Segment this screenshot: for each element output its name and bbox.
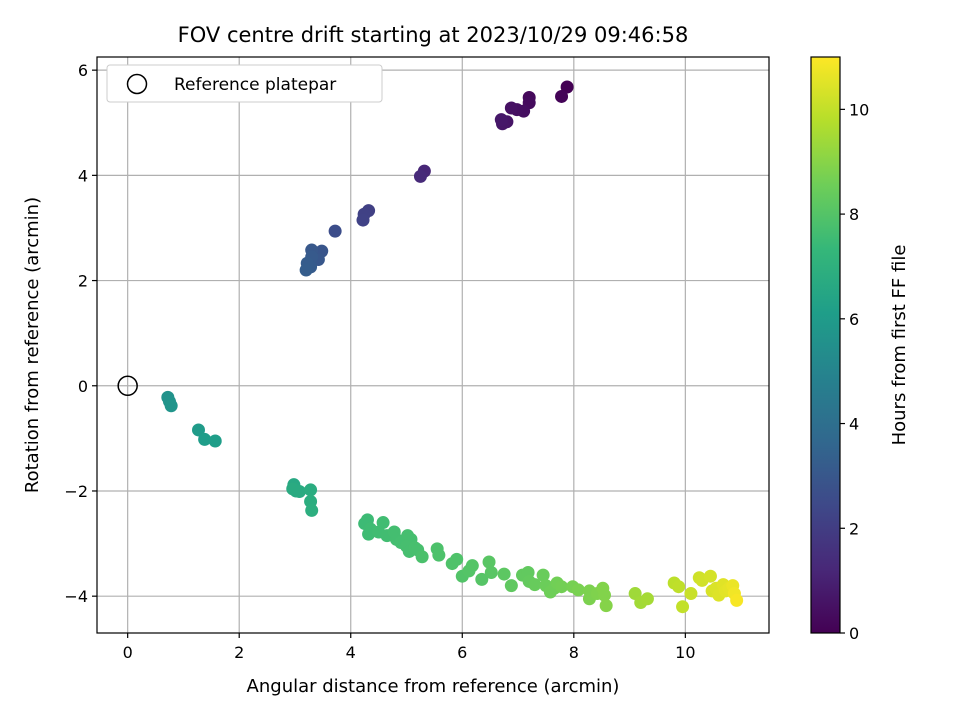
colorbar (810, 56, 841, 634)
data-point (672, 580, 686, 594)
colorbar-tick-label: 0 (849, 624, 859, 643)
data-point (571, 583, 585, 597)
data-point (450, 552, 464, 566)
data-point (676, 600, 690, 614)
colorbar-label: Hours from first FF file (889, 245, 910, 446)
data-point (432, 548, 446, 562)
data-point (482, 555, 496, 569)
data-point (305, 503, 319, 517)
legend-box (106, 64, 383, 103)
data-point (292, 484, 306, 498)
data-point (640, 592, 654, 606)
y-tick-label: 6 (78, 61, 88, 80)
data-point (362, 527, 376, 541)
data-point (730, 593, 744, 607)
colorbar-tick-label: 10 (849, 100, 869, 119)
data-point (703, 569, 717, 583)
data-point (504, 579, 518, 593)
colorbar-ticks: 0 2 4 6 8 10 (840, 100, 869, 643)
data-points (161, 80, 744, 614)
data-point (536, 568, 550, 582)
data-point (413, 169, 427, 183)
reference-marker (117, 375, 138, 397)
colorbar-tick-label: 6 (849, 310, 859, 329)
data-point (555, 89, 569, 103)
y-axis-label: Rotation from reference (arcmin) (22, 197, 43, 493)
legend: Reference platepar (106, 64, 383, 103)
data-point (597, 588, 611, 602)
y-tick-label: 4 (78, 166, 88, 185)
data-point (560, 80, 574, 94)
data-point (599, 599, 613, 613)
data-point (484, 566, 498, 580)
x-axis-ticks: 0 2 4 6 8 10 (123, 633, 696, 662)
y-tick-label: 0 (78, 377, 88, 396)
y-tick-label: 2 (78, 272, 88, 291)
data-point (299, 263, 313, 277)
data-point (465, 559, 479, 573)
plot-frame (96, 56, 770, 634)
legend-marker (126, 73, 148, 95)
x-tick-label: 0 (123, 643, 133, 662)
y-tick-label: −4 (64, 587, 88, 606)
colorbar-tick-label: 2 (849, 519, 859, 538)
data-point (555, 580, 569, 594)
data-point (198, 432, 212, 446)
colorbar-tick-label: 4 (849, 415, 859, 434)
x-axis-label: Angular distance from reference (arcmin) (247, 676, 620, 697)
data-point (164, 399, 178, 413)
data-point (528, 578, 542, 592)
x-tick-label: 2 (234, 643, 244, 662)
data-point (415, 550, 429, 564)
x-tick-label: 6 (457, 643, 467, 662)
data-point (191, 423, 205, 437)
data-point (504, 101, 518, 115)
x-tick-label: 10 (675, 643, 695, 662)
data-point (356, 213, 370, 227)
data-point (328, 224, 342, 238)
x-tick-label: 8 (569, 643, 579, 662)
legend-entry: Reference platepar (174, 75, 336, 95)
data-point (208, 434, 222, 448)
chart-title: FOV centre drift starting at 2023/10/29 … (178, 23, 689, 47)
x-tick-label: 4 (346, 643, 356, 662)
data-point (475, 572, 489, 586)
y-axis-ticks: −4 −2 0 2 4 6 (64, 61, 97, 606)
data-point (497, 567, 511, 581)
data-point (684, 587, 698, 601)
data-point (304, 483, 318, 497)
colorbar-tick-label: 8 (849, 205, 859, 224)
y-tick-label: −2 (64, 482, 88, 501)
data-point (494, 113, 508, 127)
